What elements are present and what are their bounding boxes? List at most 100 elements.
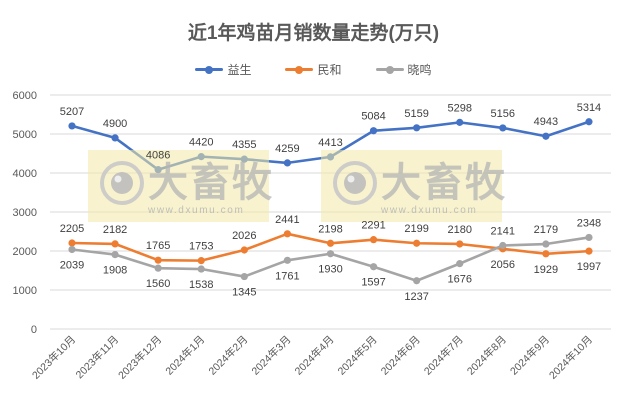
x-tick-label: 2023年12月 bbox=[115, 333, 164, 382]
data-point-marker bbox=[456, 118, 464, 126]
x-tick-label: 2024年8月 bbox=[464, 333, 509, 378]
legend-item-yisheng: 益生 bbox=[195, 61, 251, 78]
data-point-marker bbox=[413, 277, 421, 285]
data-label: 1765 bbox=[146, 240, 170, 252]
x-tick-label: 2024年7月 bbox=[421, 333, 466, 378]
y-axis-labels: 0 1000 2000 3000 4000 5000 6000 bbox=[13, 90, 37, 336]
data-label: 2198 bbox=[318, 223, 342, 235]
data-point-marker bbox=[111, 134, 119, 142]
data-label: 1929 bbox=[534, 264, 558, 276]
data-label: 1908 bbox=[103, 265, 127, 277]
data-label: 4259 bbox=[275, 143, 299, 155]
data-point-marker bbox=[369, 236, 378, 244]
watermark-url: www.dxumu.com bbox=[147, 205, 244, 216]
data-label: 4355 bbox=[232, 139, 256, 151]
data-label: 2141 bbox=[491, 226, 515, 238]
data-label: 4086 bbox=[146, 150, 170, 162]
data-labels: 5207 4900 4086 4420 4355 4259 4413 5084 5159 5298… bbox=[60, 102, 601, 303]
data-point-marker bbox=[456, 240, 464, 248]
data-label: 1560 bbox=[146, 278, 170, 290]
data-point-marker bbox=[283, 230, 291, 238]
data-label: 5207 bbox=[60, 106, 84, 118]
watermark-url: www.dxumu.com bbox=[380, 205, 477, 216]
data-label: 5159 bbox=[404, 108, 428, 120]
legend-item-xiaoming: 晓鸣 bbox=[375, 61, 432, 78]
data-point-marker bbox=[369, 263, 378, 271]
data-label: 1761 bbox=[275, 270, 299, 282]
chart-title: 近1年鸡苗月销数量走势(万只) bbox=[187, 23, 440, 44]
legend-label: 益生 bbox=[227, 63, 252, 77]
x-tick-label: 2024年3月 bbox=[249, 333, 294, 378]
y-tick-label: 0 bbox=[31, 324, 37, 336]
data-point-marker bbox=[197, 265, 205, 273]
x-tick-label: 2024年1月 bbox=[163, 333, 208, 378]
x-tick-label: 2024年9月 bbox=[507, 333, 552, 378]
data-label: 2205 bbox=[60, 223, 84, 235]
data-label: 2056 bbox=[491, 259, 515, 271]
data-point-marker bbox=[369, 127, 378, 135]
data-label: 2182 bbox=[103, 224, 127, 236]
data-point-marker bbox=[413, 124, 421, 132]
data-point-marker bbox=[413, 239, 421, 247]
data-point-marker bbox=[499, 124, 507, 132]
y-tick-label: 4000 bbox=[13, 168, 37, 180]
data-label: 1237 bbox=[404, 291, 428, 303]
data-label: 2039 bbox=[60, 259, 84, 271]
data-label: 2026 bbox=[232, 230, 256, 242]
x-tick-label: 2024年6月 bbox=[378, 333, 423, 378]
data-point-marker bbox=[585, 233, 593, 242]
data-point-marker bbox=[542, 132, 550, 140]
data-point-marker bbox=[68, 239, 76, 247]
data-label: 4420 bbox=[189, 137, 213, 149]
watermark-brand: 大畜牧 bbox=[148, 161, 274, 205]
data-label: 1345 bbox=[232, 287, 256, 299]
data-label: 2291 bbox=[361, 220, 385, 232]
y-tick-label: 5000 bbox=[13, 129, 37, 141]
legend-label: 晓鸣 bbox=[407, 63, 432, 77]
legend-item-minhe: 民和 bbox=[285, 61, 342, 78]
data-label: 5156 bbox=[491, 108, 515, 120]
data-label: 5084 bbox=[361, 111, 385, 123]
legend-line-marker-icon bbox=[285, 65, 314, 74]
chart-legend: 益生 民和 晓鸣 bbox=[0, 61, 627, 78]
y-tick-label: 2000 bbox=[13, 246, 37, 258]
data-point-marker bbox=[111, 250, 119, 259]
data-label: 2199 bbox=[404, 223, 428, 235]
data-label: 1930 bbox=[318, 264, 342, 276]
y-tick-label: 6000 bbox=[13, 90, 37, 102]
data-point-marker bbox=[499, 241, 507, 250]
data-label: 5314 bbox=[577, 102, 601, 114]
data-point-marker bbox=[542, 250, 550, 258]
data-point-marker bbox=[326, 239, 335, 247]
data-label: 1676 bbox=[447, 274, 471, 286]
data-label: 4943 bbox=[534, 116, 558, 128]
data-point-marker bbox=[326, 250, 335, 258]
data-point-marker bbox=[68, 122, 76, 130]
x-tick-label: 2024年5月 bbox=[335, 333, 380, 378]
data-point-marker bbox=[585, 118, 593, 126]
legend-line-marker-icon bbox=[195, 65, 224, 74]
data-label: 1597 bbox=[361, 277, 385, 289]
data-point-marker bbox=[240, 272, 248, 281]
data-point-marker bbox=[197, 257, 205, 265]
x-tick-label: 2023年10月 bbox=[29, 333, 78, 382]
x-tick-label: 2023年11月 bbox=[73, 333, 121, 381]
data-point-marker bbox=[68, 245, 76, 254]
legend-line-marker-icon bbox=[375, 65, 404, 74]
legend-label: 民和 bbox=[317, 63, 342, 77]
y-tick-label: 1000 bbox=[13, 285, 37, 297]
data-label: 1753 bbox=[189, 241, 213, 253]
watermark-brand: 大畜牧 bbox=[381, 161, 507, 205]
eye-logo-icon bbox=[100, 161, 144, 205]
x-tick-label: 2024年2月 bbox=[206, 333, 251, 378]
data-label: 4413 bbox=[318, 137, 342, 149]
data-point-marker bbox=[542, 240, 550, 248]
data-point-marker bbox=[154, 264, 162, 272]
data-label: 2179 bbox=[534, 224, 558, 236]
